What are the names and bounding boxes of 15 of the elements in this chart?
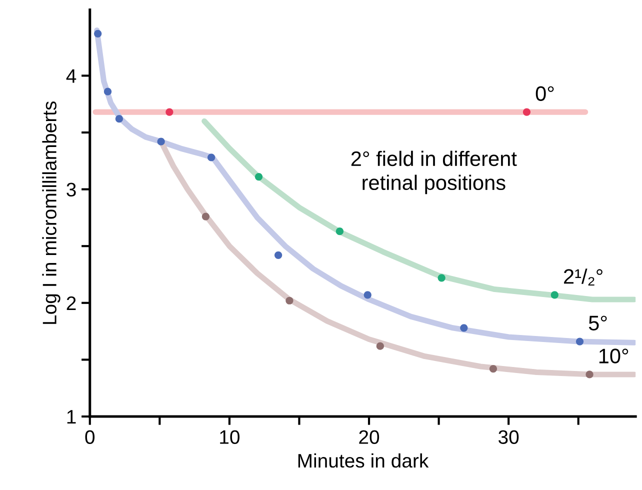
x-tick-label: 20 <box>359 430 380 444</box>
x-tick-label: 30 <box>498 430 519 444</box>
series-label: 0° <box>536 86 554 101</box>
y-tick-label: 3 <box>66 182 76 197</box>
series-label: 2¹/₂° <box>564 268 602 286</box>
y-tick-label: 1 <box>67 410 76 424</box>
series-label: 10° <box>599 348 628 364</box>
x-tick-label: 10 <box>220 430 240 444</box>
y-tick-label: 2 <box>66 296 76 310</box>
x-axis-title: Minutes in dark <box>298 453 429 468</box>
annotation: 2° field in different retinal positions <box>351 150 517 194</box>
series-label: 5° <box>588 316 607 330</box>
y-tick-label: 4 <box>66 69 76 83</box>
x-tick-label: 0 <box>85 430 95 444</box>
y-axis-title: Log I in micromillilamberts <box>42 101 60 324</box>
